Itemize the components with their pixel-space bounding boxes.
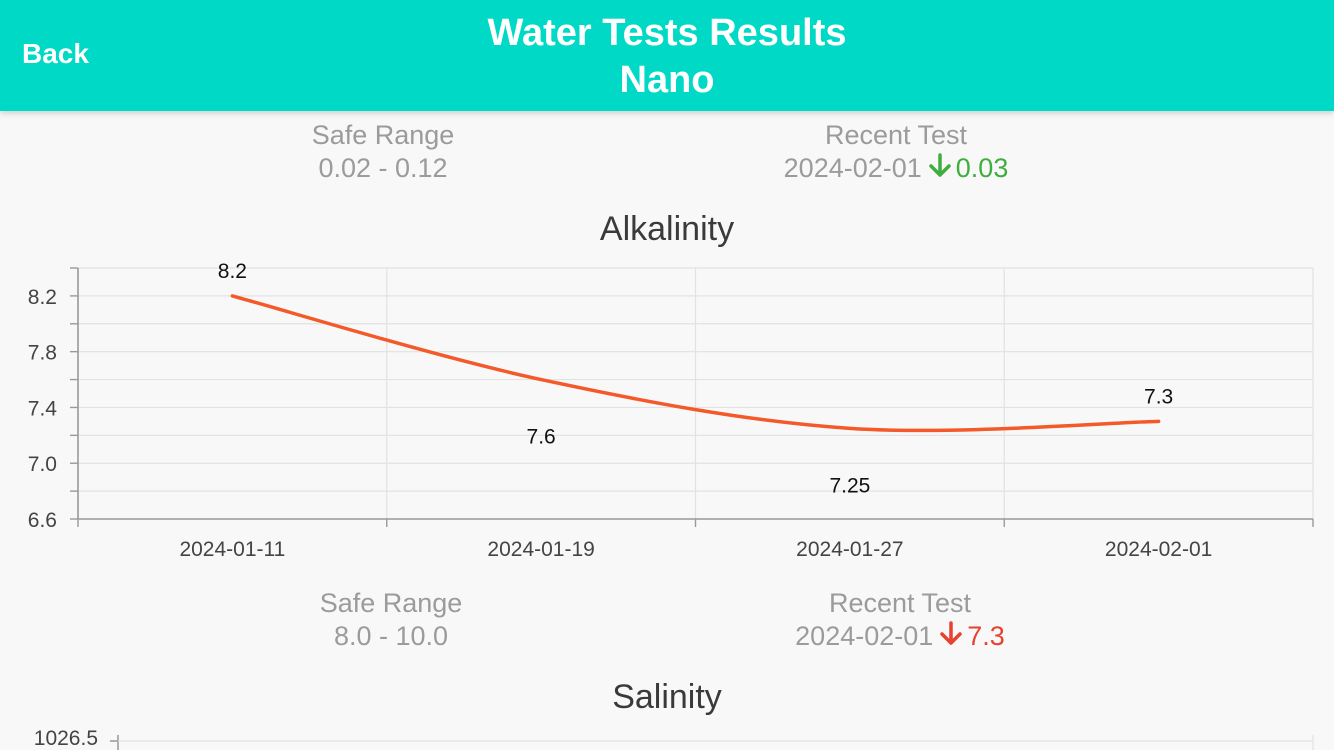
alkalinity-recent-test-stat: Recent Test 2024-02-01 7.3	[700, 587, 1100, 655]
back-button[interactable]: Back	[22, 38, 89, 69]
alkalinity-series-line	[230, 294, 1161, 433]
recent-test-stat: Recent Test 2024-02-01 0.03	[696, 119, 1096, 187]
alkalinity-recent-test-date: 2024-02-01	[795, 621, 934, 651]
salinity-chart-title: Salinity	[612, 678, 722, 716]
y-tick-label: 8.2	[28, 286, 57, 309]
y-tick-label: 7.0	[28, 453, 57, 476]
data-label: 8.2	[218, 260, 247, 283]
recent-test-value: 0.03	[955, 153, 1009, 183]
recent-test-label: Recent Test	[824, 120, 968, 150]
alkalinity-recent-test-label: Recent Test	[828, 588, 972, 618]
y-tick-label: 7.8	[28, 342, 57, 365]
salinity-y-tick: 1026.5	[34, 727, 98, 750]
y-tick-label: 6.6	[28, 509, 57, 532]
app-header: Back Water Tests Results Nano	[0, 0, 1334, 111]
arrow-down-icon	[939, 621, 963, 655]
safe-range-stat: Safe Range 0.02 - 0.12	[233, 119, 533, 185]
safe-range-label: Safe Range	[311, 120, 455, 150]
alkalinity-safe-range-stat: Safe Range 8.0 - 10.0	[241, 587, 541, 653]
x-tick-label: 2024-01-11	[179, 538, 285, 561]
y-tick-label: 7.4	[28, 397, 58, 420]
x-tick-label: 2024-02-01	[1105, 538, 1212, 561]
data-label: 7.6	[527, 426, 556, 449]
alkalinity-recent-test-value: 7.3	[967, 621, 1005, 651]
alkalinity-chart-title: Alkalinity	[599, 210, 735, 248]
data-label: 7.25	[829, 474, 870, 497]
alkalinity-safe-range-value: 8.0 - 10.0	[333, 621, 449, 651]
x-tick-label: 2024-01-27	[796, 538, 903, 561]
alkalinity-chart: 6.6 7.0 7.4 7.8 8.2 2024-01-11 2024-01-19 2024-…	[28, 260, 1314, 561]
recent-test-date: 2024-02-01	[783, 153, 922, 183]
page-title: Water Tests Results Nano	[0, 10, 1334, 104]
data-label: 7.3	[1144, 385, 1173, 408]
arrow-down-icon	[928, 153, 952, 187]
alkalinity-safe-range-label: Safe Range	[319, 588, 463, 618]
page-title-line1: Water Tests Results	[487, 12, 847, 54]
safe-range-value: 0.02 - 0.12	[318, 153, 448, 183]
x-tick-label: 2024-01-19	[487, 538, 594, 561]
page-title-line2: Nano	[619, 59, 715, 101]
